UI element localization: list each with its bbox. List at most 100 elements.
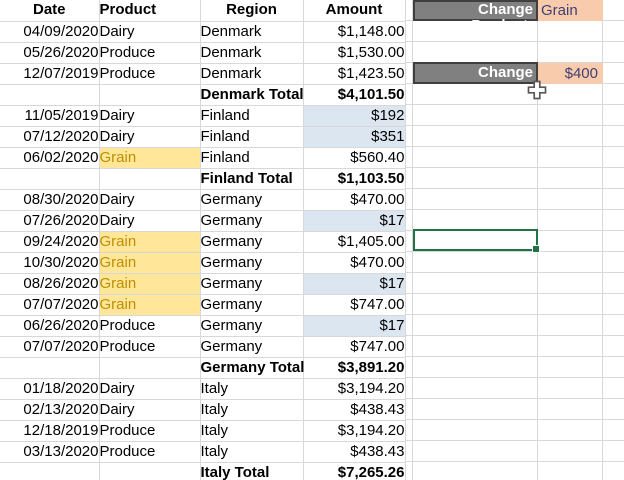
change-product-label-cell[interactable]: Change Product: — [413, 0, 538, 34]
cell-date[interactable]: 01/18/2020 — [0, 378, 100, 400]
cell-amount[interactable]: $17 — [303, 315, 406, 337]
cell-amount[interactable]: $17 — [303, 273, 406, 295]
cell-region[interactable]: Germany — [200, 336, 304, 358]
cell-region[interactable]: Germany — [200, 294, 304, 316]
col-header-product[interactable]: Product — [99, 0, 201, 22]
fill-handle[interactable] — [532, 245, 540, 253]
cell-date[interactable]: 12/18/2019 — [0, 420, 100, 442]
cell-product[interactable] — [99, 357, 201, 379]
cell-date[interactable]: 07/07/2020 — [0, 336, 100, 358]
cell-region[interactable]: Germany — [200, 231, 304, 253]
cell-date[interactable] — [0, 462, 100, 480]
cell-amount[interactable]: $560.40 — [303, 147, 406, 169]
cell-amount[interactable]: $1,148.00 — [303, 21, 406, 43]
cell-region[interactable]: Italy — [200, 378, 304, 400]
cell-region[interactable]: Finland Total — [200, 168, 304, 190]
cell-amount[interactable]: $1,423.50 — [303, 63, 406, 85]
cell-amount[interactable]: $470.00 — [303, 252, 406, 274]
selected-cell[interactable] — [413, 229, 540, 253]
cell-product[interactable]: Produce — [99, 336, 201, 358]
table-row: 06/26/2020 Produce Germany $17 — [0, 315, 406, 337]
cell-amount[interactable]: $351 — [303, 126, 406, 148]
cell-product[interactable] — [99, 168, 201, 190]
cell-region[interactable]: Germany — [200, 273, 304, 295]
cell-product[interactable]: Produce — [99, 315, 201, 337]
cell-date[interactable]: 09/24/2020 — [0, 231, 100, 253]
cell-date[interactable]: 07/26/2020 — [0, 210, 100, 232]
cell-product[interactable]: Grain — [99, 294, 201, 316]
change-product-input-cell[interactable]: Grain — [538, 0, 603, 21]
cell-region[interactable]: Finland — [200, 126, 304, 148]
cell-region[interactable]: Denmark — [200, 42, 304, 64]
cell-product[interactable]: Dairy — [99, 378, 201, 400]
cell-product[interactable] — [99, 462, 201, 480]
cell-amount[interactable]: $438.43 — [303, 399, 406, 421]
cell-date[interactable]: 04/09/2020 — [0, 21, 100, 43]
cell-amount[interactable]: $1,405.00 — [303, 231, 406, 253]
cell-amount[interactable]: $4,101.50 — [303, 84, 406, 106]
cell-region[interactable]: Denmark Total — [200, 84, 304, 106]
cell-date[interactable] — [0, 84, 100, 106]
cell-date[interactable]: 06/02/2020 — [0, 147, 100, 169]
cell-amount[interactable]: $747.00 — [303, 336, 406, 358]
cell-date[interactable]: 03/13/2020 — [0, 441, 100, 463]
cell-product[interactable]: Grain — [99, 252, 201, 274]
cell-region[interactable]: Italy — [200, 399, 304, 421]
cell-date[interactable]: 02/13/2020 — [0, 399, 100, 421]
cell-product[interactable] — [99, 84, 201, 106]
col-header-amount[interactable]: Amount — [303, 0, 406, 22]
cell-product[interactable]: Dairy — [99, 210, 201, 232]
cell-date[interactable]: 10/30/2020 — [0, 252, 100, 274]
cell-region[interactable]: Germany — [200, 210, 304, 232]
cell-amount[interactable]: $747.00 — [303, 294, 406, 316]
cell-product[interactable]: Dairy — [99, 399, 201, 421]
cell-date[interactable]: 05/26/2020 — [0, 42, 100, 64]
cell-amount[interactable]: $7,265.26 — [303, 462, 406, 480]
cell-date[interactable] — [0, 168, 100, 190]
cell-date[interactable]: 08/26/2020 — [0, 273, 100, 295]
cell-region[interactable]: Finland — [200, 105, 304, 127]
cell-region[interactable]: Finland — [200, 147, 304, 169]
cell-date[interactable]: 06/26/2020 — [0, 315, 100, 337]
cell-date[interactable]: 12/07/2019 — [0, 63, 100, 85]
cell-amount[interactable]: $1,530.00 — [303, 42, 406, 64]
cell-amount[interactable]: $17 — [303, 210, 406, 232]
cell-amount[interactable]: $3,891.20 — [303, 357, 406, 379]
change-amount-label-cell[interactable]: Change Amount: — [413, 62, 538, 98]
cell-region[interactable]: Germany — [200, 315, 304, 337]
cell-date[interactable]: 07/12/2020 — [0, 126, 100, 148]
cell-amount[interactable]: $192 — [303, 105, 406, 127]
cell-product[interactable]: Produce — [99, 42, 201, 64]
cell-region[interactable]: Germany Total — [200, 357, 304, 379]
cell-date[interactable]: 07/07/2020 — [0, 294, 100, 316]
cell-product[interactable]: Produce — [99, 420, 201, 442]
cell-region[interactable]: Denmark — [200, 63, 304, 85]
table-row: 08/30/2020 Dairy Germany $470.00 — [0, 189, 406, 211]
cell-amount[interactable]: $470.00 — [303, 189, 406, 211]
cell-product[interactable]: Grain — [99, 147, 201, 169]
cell-amount[interactable]: $1,103.50 — [303, 168, 406, 190]
cell-product[interactable]: Dairy — [99, 189, 201, 211]
cell-region[interactable]: Italy — [200, 420, 304, 442]
cell-product[interactable]: Dairy — [99, 105, 201, 127]
cell-amount[interactable]: $3,194.20 — [303, 420, 406, 442]
cell-region[interactable]: Denmark — [200, 21, 304, 43]
cell-product[interactable]: Grain — [99, 273, 201, 295]
cell-amount[interactable]: $3,194.20 — [303, 378, 406, 400]
cell-region[interactable]: Italy Total — [200, 462, 304, 480]
cell-date[interactable]: 08/30/2020 — [0, 189, 100, 211]
cell-product[interactable]: Dairy — [99, 21, 201, 43]
cell-product[interactable]: Produce — [99, 441, 201, 463]
cell-date[interactable]: 11/05/2019 — [0, 105, 100, 127]
cell-region[interactable]: Italy — [200, 441, 304, 463]
cell-product[interactable]: Dairy — [99, 126, 201, 148]
change-amount-input-cell[interactable]: $400 — [538, 63, 603, 84]
cell-amount[interactable]: $438.43 — [303, 441, 406, 463]
cell-product[interactable]: Produce — [99, 63, 201, 85]
cell-product[interactable]: Grain — [99, 231, 201, 253]
cell-region[interactable]: Germany — [200, 252, 304, 274]
cell-region[interactable]: Germany — [200, 189, 304, 211]
col-header-date[interactable]: Date — [0, 0, 100, 22]
col-header-region[interactable]: Region — [200, 0, 304, 22]
cell-date[interactable] — [0, 357, 100, 379]
